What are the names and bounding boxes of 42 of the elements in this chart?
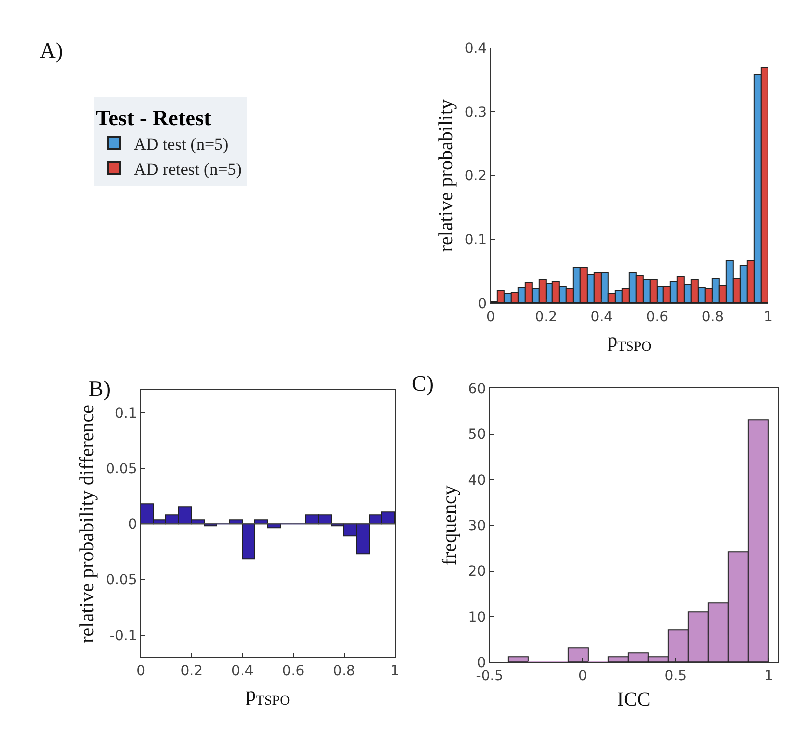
x-tick-label: 0.2 <box>535 309 558 326</box>
y-tick-label: 0.1 <box>114 406 138 422</box>
x-tick-label: 0.5 <box>664 668 688 684</box>
y-tick-label: 0 <box>478 296 488 312</box>
x-tick-label: 0.2 <box>180 664 203 680</box>
x-tick-label: 0.8 <box>333 664 356 680</box>
y-tick-label: 20 <box>468 564 486 580</box>
x-axis-title: p$_{TSPO}$ <box>246 684 290 710</box>
legend-label: AD retest (n=5) <box>134 160 242 179</box>
y-tick-label: 40 <box>468 472 486 489</box>
y-tick-label: -0.1 <box>110 628 138 644</box>
x-axis-title: p$_{TSPO}$ <box>608 330 652 355</box>
x-tick-label: 1 <box>390 664 400 680</box>
y-tick-label: 0.1 <box>464 232 488 249</box>
x-tick-label: 1 <box>764 309 773 326</box>
text: A) <box>40 38 64 63</box>
y-tick-label: 0.05 <box>106 461 138 478</box>
y-tick-label: 0.05 <box>106 572 138 589</box>
y-tick-label: 0.3 <box>464 104 488 121</box>
y-tick-label: 0.2 <box>464 168 488 185</box>
x-tick-label: 0.8 <box>702 309 724 326</box>
y-axis-title: relative probability difference <box>76 404 99 644</box>
y-tick-label: 0.4 <box>464 41 488 57</box>
x-tick-label: 0.4 <box>590 309 614 326</box>
y-tick-label: 0 <box>128 517 138 534</box>
legend-label: AD test (n=5) <box>134 134 229 154</box>
x-tick-label: 0.6 <box>282 664 305 680</box>
y-tick-label: 60 <box>468 382 486 398</box>
x-tick-label: 1 <box>764 668 774 684</box>
x-tick-label: 0 <box>578 668 588 684</box>
y-axis-title: frequency <box>438 486 461 566</box>
y-axis-title: relative probability <box>435 99 458 252</box>
y-tick-label: 50 <box>468 427 486 444</box>
x-axis-title: ICC <box>617 688 651 711</box>
x-tick-label: -0.5 <box>476 668 504 684</box>
x-tick-label: 0.4 <box>232 664 254 680</box>
x-tick-label: 0.6 <box>646 309 669 326</box>
y-tick-label: 30 <box>468 518 486 535</box>
legend-title: Test - Retest <box>96 106 212 131</box>
text: B) <box>89 376 111 401</box>
text: C) <box>412 371 434 396</box>
y-tick-label: 10 <box>468 610 486 626</box>
